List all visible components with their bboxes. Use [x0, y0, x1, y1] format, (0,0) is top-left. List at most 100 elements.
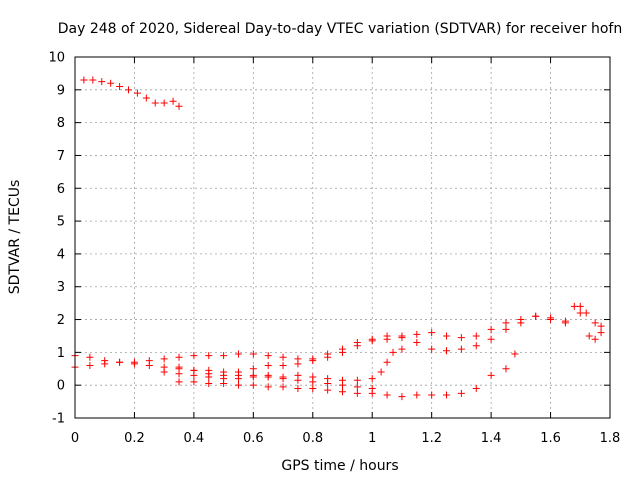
- y-tick-label: 4: [57, 247, 65, 262]
- data-point: [532, 312, 540, 320]
- data-point: [80, 76, 88, 84]
- data-point: [249, 381, 257, 389]
- data-point: [502, 365, 510, 373]
- data-point: [585, 332, 593, 340]
- data-point: [205, 352, 213, 360]
- data-point: [160, 99, 168, 107]
- data-point: [443, 391, 451, 399]
- data-point: [353, 383, 361, 391]
- data-point: [487, 325, 495, 333]
- y-tick-label: 6: [57, 182, 65, 197]
- data-point: [264, 352, 272, 360]
- plot-frame: [74, 56, 611, 419]
- y-axis-title: SDTVAR / TECUs: [7, 180, 23, 295]
- data-point: [487, 335, 495, 343]
- data-point: [324, 353, 332, 361]
- data-point: [597, 329, 605, 337]
- x-tick-label: 0: [71, 431, 79, 446]
- y-tick-label: 9: [57, 83, 65, 98]
- x-tick-label: 0.2: [124, 431, 145, 446]
- data-point: [383, 335, 391, 343]
- data-point: [190, 371, 198, 379]
- data-point: [487, 371, 495, 379]
- data-point: [383, 391, 391, 399]
- y-tick-label: -1: [52, 412, 65, 427]
- data-point: [576, 309, 584, 317]
- data-point: [249, 373, 257, 381]
- y-tick-label: 3: [57, 280, 65, 295]
- data-point: [101, 360, 109, 368]
- data-point: [472, 332, 480, 340]
- data-point: [324, 380, 332, 388]
- data-point: [472, 342, 480, 350]
- data-point: [220, 352, 228, 360]
- data-point: [264, 361, 272, 369]
- data-point: [294, 360, 302, 368]
- data-point: [443, 347, 451, 355]
- data-point: [279, 353, 287, 361]
- series-track-c: [175, 345, 406, 384]
- data-point: [107, 79, 115, 87]
- y-tick-label: 2: [57, 313, 65, 328]
- data-point: [576, 302, 584, 310]
- data-point: [205, 380, 213, 388]
- data-point: [133, 89, 141, 97]
- data-point: [89, 76, 97, 84]
- data-point: [190, 378, 198, 386]
- data-point: [353, 389, 361, 397]
- data-point: [175, 102, 183, 110]
- data-point: [377, 368, 385, 376]
- data-point: [175, 363, 183, 371]
- data-point: [86, 361, 94, 369]
- data-point: [98, 78, 106, 86]
- data-point: [591, 319, 599, 327]
- y-tick-label: 8: [57, 116, 65, 131]
- data-point: [160, 368, 168, 376]
- data-point: [145, 361, 153, 369]
- data-point: [324, 386, 332, 394]
- data-point: [570, 302, 578, 310]
- data-point: [428, 345, 436, 353]
- chart-title: Day 248 of 2020, Sidereal Day-to-day VTE…: [58, 21, 622, 37]
- data-point: [264, 383, 272, 391]
- data-point: [309, 378, 317, 386]
- data-point: [398, 345, 406, 353]
- x-axis-title: GPS time / hours: [281, 458, 398, 474]
- data-point: [142, 94, 150, 102]
- data-point: [279, 375, 287, 383]
- data-point: [339, 381, 346, 389]
- y-tick-label: 7: [57, 149, 65, 164]
- data-point: [398, 332, 406, 340]
- data-point: [151, 99, 159, 107]
- data-point: [517, 319, 525, 327]
- data-point: [279, 383, 287, 391]
- data-point: [502, 325, 510, 333]
- x-tick-label: 0.4: [184, 431, 205, 446]
- x-tick-label: 1.4: [481, 431, 502, 446]
- data-point: [511, 350, 519, 358]
- data-point: [234, 350, 242, 358]
- series-track-e: [160, 368, 376, 392]
- data-point: [294, 384, 302, 392]
- data-point: [457, 345, 465, 353]
- series-track-d: [175, 350, 519, 401]
- data-point: [591, 335, 599, 343]
- data-point: [234, 375, 242, 383]
- data-point: [160, 355, 168, 363]
- data-point: [457, 389, 465, 397]
- data-point: [309, 384, 317, 392]
- tick-layer: 0 0.2 0.4 0.6 0.8 1 1.2 1.4 1.6 1.8 -1 0 1 2 3 4 5 6 7 8 9 10: [48, 51, 620, 447]
- data-point: [264, 371, 272, 379]
- data-point: [169, 97, 177, 105]
- data-point: [353, 376, 361, 384]
- data-point: [339, 388, 346, 396]
- data-point: [339, 348, 346, 356]
- data-point: [125, 86, 132, 94]
- data-point: [86, 353, 94, 361]
- data-point: [502, 319, 510, 327]
- y-tick-label: 1: [57, 346, 65, 361]
- data-point: [597, 322, 605, 330]
- data-point: [413, 339, 421, 347]
- data-point: [368, 375, 376, 383]
- y-tick-label: 10: [48, 51, 65, 66]
